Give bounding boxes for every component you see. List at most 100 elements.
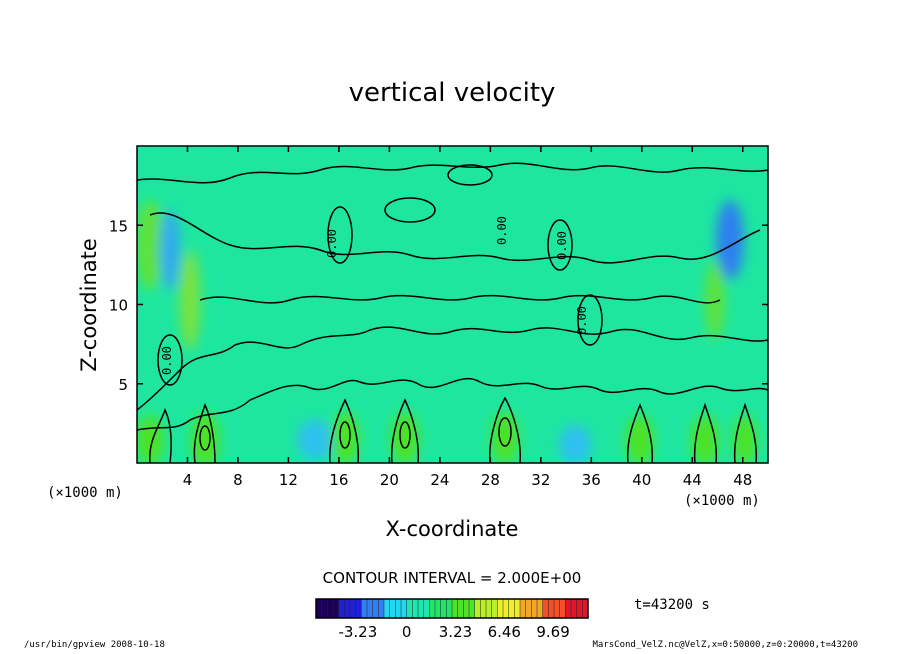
y-axis: 5 10 15	[109, 217, 768, 394]
downdraft-patch	[559, 425, 591, 463]
colorbar-cell	[508, 599, 515, 618]
x-tick-label: 40	[632, 471, 651, 489]
contour-line	[733, 402, 758, 463]
colorbar-cell	[565, 599, 572, 618]
x-tick-label: 44	[683, 471, 702, 489]
colorbar-cell	[446, 599, 453, 618]
x-tick-label: 20	[380, 471, 399, 489]
colorbar-cell	[474, 599, 481, 618]
updraft-patch	[626, 415, 654, 463]
plot-area: 0.00 0.00 0.00 0.00 0.00	[137, 146, 768, 463]
colorbar-cell	[367, 599, 374, 618]
colorbar-cell	[423, 599, 430, 618]
x-unit-left: (×1000 m)	[47, 485, 123, 501]
colorbar-cell	[316, 599, 323, 618]
colorbar-cell	[531, 599, 538, 618]
colorbar-cell	[503, 599, 510, 618]
contour-line	[149, 407, 172, 463]
colorbar-cell	[406, 599, 413, 618]
colorbar-cell	[418, 599, 425, 618]
colorbar-cell	[372, 599, 379, 618]
x-tick-label: 24	[430, 471, 449, 489]
colorbar-cell	[582, 599, 589, 618]
contour-line	[199, 294, 721, 304]
y-tick-label: 15	[109, 217, 128, 235]
colorbar-cell	[491, 599, 498, 618]
colorbar-cell	[361, 599, 368, 618]
contour-line	[193, 402, 216, 463]
y-axis-label: Z-coordinate	[77, 238, 101, 372]
colorbar-cell	[321, 599, 328, 618]
x-tick-label: 32	[531, 471, 550, 489]
colorbar-cell	[520, 599, 527, 618]
updraft-patch	[180, 250, 200, 350]
contour-label: 0.00	[325, 229, 339, 258]
y-tick-label: 10	[109, 297, 128, 315]
colorbar-tick-label: 6.46	[488, 623, 521, 641]
colorbar-cell	[333, 599, 340, 618]
colorbar-cell	[435, 599, 442, 618]
contour-loop	[199, 425, 211, 451]
colorbar-cell	[486, 599, 493, 618]
contour-line	[137, 326, 768, 411]
colorbar-cell	[452, 599, 459, 618]
colorbar-cell	[559, 599, 566, 618]
colorbar-cell	[576, 599, 583, 618]
x-tick-label: 8	[233, 471, 243, 489]
field-patches	[137, 200, 757, 463]
contour-loop	[399, 421, 411, 449]
colorbar-ticks: -3.23 0 3.23 6.46 9.69	[338, 623, 569, 641]
contour-interval-label: CONTOUR INTERVAL = 2.000E+00	[323, 569, 582, 587]
updraft-patch	[137, 200, 164, 290]
contour-loop	[339, 421, 351, 449]
contour-loop	[447, 164, 493, 186]
contour-labels: 0.00 0.00 0.00 0.00 0.00	[160, 216, 589, 375]
colorbar-tick-label: 0	[402, 623, 412, 641]
colorbar-cell	[497, 599, 504, 618]
x-tick-label: 36	[582, 471, 601, 489]
colorbar	[315, 598, 589, 619]
colorbar-cell	[429, 599, 436, 618]
contour-line	[137, 162, 768, 184]
contour-loop	[157, 334, 183, 386]
footer-left: /usr/bin/gpview 2008-10-18	[24, 640, 165, 650]
colorbar-tick-label: 9.69	[536, 623, 569, 641]
contour-line	[488, 396, 522, 463]
colorbar-cell	[338, 599, 345, 618]
contour-loop	[498, 417, 512, 447]
colorbar-tick-label: 3.23	[439, 623, 472, 641]
updraft-patch	[705, 260, 725, 340]
colorbar-frame	[315, 598, 589, 619]
contour-loop	[577, 294, 603, 346]
contour-loop	[547, 219, 573, 271]
colorbar-cell	[355, 599, 362, 618]
colorbar-tick-label: -3.23	[338, 623, 377, 641]
updraft-patch	[391, 412, 419, 463]
colorbar-cell	[525, 599, 532, 618]
contour-line	[693, 402, 718, 463]
x-axis: 4 8 12 16 20 24 28 32 36 40 44 48	[183, 146, 752, 489]
colorbar-cell	[378, 599, 385, 618]
field-background	[137, 146, 768, 463]
colorbar-cell	[554, 599, 561, 618]
x-tick-label: 4	[183, 471, 193, 489]
x-unit-right: (×1000 m)	[684, 493, 760, 509]
contour-line	[626, 402, 654, 463]
colorbar-cell	[384, 599, 391, 618]
contour-label: 0.00	[575, 306, 589, 335]
colorbar-cell	[401, 599, 408, 618]
colorbar-cell	[548, 599, 555, 618]
downdraft-patch	[716, 200, 744, 280]
colorbar-cell	[440, 599, 447, 618]
contour-line	[329, 398, 360, 463]
contour-label: 0.00	[160, 346, 174, 375]
updraft-patch	[331, 412, 359, 463]
x-tick-label: 28	[481, 471, 500, 489]
colorbar-cell	[327, 599, 334, 618]
colorbar-cell	[395, 599, 402, 618]
colorbar-cell	[514, 599, 521, 618]
y-tick-label: 5	[118, 376, 128, 394]
colorbar-cell	[480, 599, 487, 618]
downdraft-patch	[297, 420, 333, 460]
